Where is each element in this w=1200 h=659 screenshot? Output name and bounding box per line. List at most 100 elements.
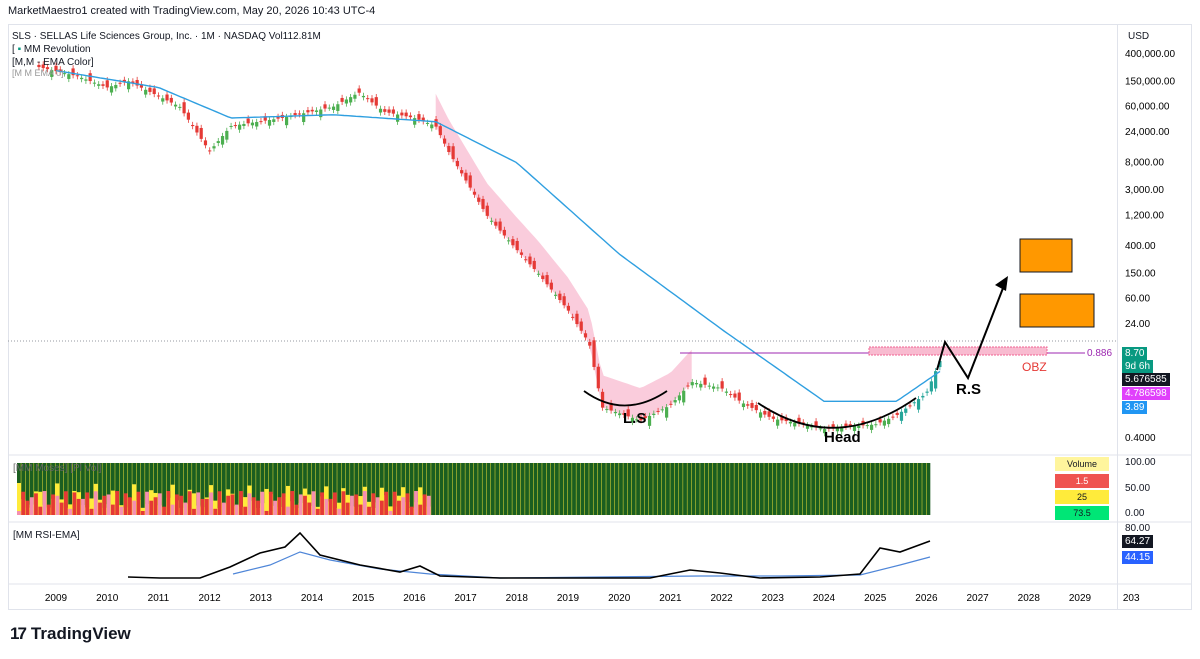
volume-legend-red: 1.5	[1055, 474, 1109, 488]
volume-bar-red	[136, 491, 141, 515]
volume-bar-green	[888, 463, 892, 515]
volume-bar-red	[187, 491, 192, 515]
volume-bar-green	[768, 463, 773, 515]
candle-body	[186, 112, 190, 120]
volume-bar-green	[550, 463, 555, 515]
volume-bar-green	[922, 463, 927, 515]
volume-bar-green	[179, 463, 184, 508]
volume-bar-green	[584, 463, 589, 515]
candle-body	[118, 82, 122, 84]
volume-bar-red	[51, 494, 55, 515]
volume-bar-green	[499, 463, 504, 515]
volume-bar-green	[452, 463, 457, 515]
volume-bar-green	[431, 463, 435, 515]
candle-body	[724, 391, 729, 393]
x-axis-label: 2027	[966, 593, 989, 604]
candle-body	[199, 127, 203, 139]
volume-bar-red	[209, 492, 213, 515]
candle-body	[54, 65, 58, 72]
candle-body	[489, 220, 494, 222]
volume-bar-green	[256, 463, 260, 508]
indicator-mm-revolution[interactable]: [ ▪ MM Revolution	[12, 44, 91, 55]
volume-bar-green	[849, 463, 854, 515]
candle-body	[238, 124, 242, 130]
candle-body	[229, 125, 233, 127]
volume-bar-green	[341, 463, 346, 489]
volume-bar-green	[764, 463, 769, 515]
volume-bar-green	[162, 463, 166, 508]
candle-body	[361, 95, 366, 98]
candle-body	[477, 197, 481, 202]
ema-long-tag: 3.89	[1122, 401, 1148, 414]
volume-bar-green	[473, 463, 478, 515]
candle-body	[934, 371, 938, 389]
volume-bar-green	[286, 463, 290, 486]
candle-body	[741, 403, 746, 408]
volume-bar-green	[900, 463, 905, 515]
volume-bar-green	[38, 463, 43, 492]
volume-bar-green	[520, 463, 525, 515]
candle-body	[242, 123, 246, 126]
candle-body	[460, 170, 464, 174]
x-axis-label: 2024	[813, 593, 836, 604]
indicator-ema-0[interactable]: [M M EMA 0]	[12, 68, 64, 78]
volume-bar-green	[589, 463, 593, 515]
volume-bar-green	[563, 463, 568, 515]
candle-body	[528, 256, 532, 265]
volume-bar-red	[273, 500, 277, 515]
volume-bar-green	[678, 463, 683, 515]
volume-bar-red	[337, 508, 342, 515]
candle-body	[434, 119, 438, 127]
volume-bar-green	[691, 463, 696, 515]
volume-bar-green	[648, 463, 653, 515]
price-axis-label: 400.00	[1125, 241, 1156, 252]
rsi-panel-title[interactable]: [MM RSI-EMA]	[13, 530, 80, 541]
candle-body	[413, 118, 417, 125]
volume-bar-green	[204, 463, 209, 498]
volume-bar-green	[72, 463, 77, 491]
volume-bar-green	[183, 463, 188, 504]
candle-body	[805, 425, 810, 429]
price-axis-label: 60,000.00	[1125, 102, 1170, 113]
volume-bar-green	[871, 463, 875, 515]
candle-body	[793, 422, 797, 427]
volume-bar-red	[204, 498, 209, 515]
volume-bar-green	[593, 463, 598, 515]
volume-bar-green	[640, 463, 645, 515]
symbol-line: SLS · SELLAS Life Sciences Group, Inc. ·…	[12, 31, 321, 42]
candle-body	[195, 125, 199, 133]
tradingview-logo[interactable]: 17 TradingView	[10, 624, 131, 644]
candle-body	[144, 89, 148, 95]
volume-axis-0: 0.00	[1125, 508, 1145, 519]
x-axis-label: 2026	[915, 593, 938, 604]
volume-bar-green	[845, 463, 850, 515]
x-axis-label: 2029	[1069, 593, 1092, 604]
volume-bar-green	[42, 463, 47, 505]
volume-bar-green	[153, 463, 158, 493]
volume-bar-red	[247, 493, 252, 515]
volume-bar-green	[166, 463, 171, 498]
volume-bar-green	[879, 463, 884, 515]
candle-body	[840, 427, 844, 432]
volume-bar-green	[384, 463, 389, 496]
candle-body	[677, 395, 682, 401]
volume-bar-green	[76, 463, 81, 493]
candle-body	[464, 172, 468, 181]
volume-bar-green	[217, 463, 222, 508]
volume-bar-red	[328, 498, 333, 515]
indicator-ema-color[interactable]: [M,M - EMA Color]	[12, 57, 94, 68]
candle-body	[80, 77, 84, 80]
volume-bar-red	[332, 492, 337, 515]
volume-panel-title[interactable]: [MM Moses] [Pl Vol]	[13, 463, 102, 474]
price-axis-frame[interactable]	[1118, 24, 1192, 610]
x-axis-label: 2011	[148, 593, 170, 604]
volume-bar-green	[226, 463, 231, 490]
candle-body	[763, 410, 767, 415]
volume-bar-red	[379, 500, 384, 515]
volume-bar-green	[273, 463, 277, 506]
volume-bar-green	[824, 463, 828, 515]
candle-body	[114, 84, 118, 89]
candle-body	[92, 82, 97, 84]
volume-bar-green	[251, 463, 256, 501]
